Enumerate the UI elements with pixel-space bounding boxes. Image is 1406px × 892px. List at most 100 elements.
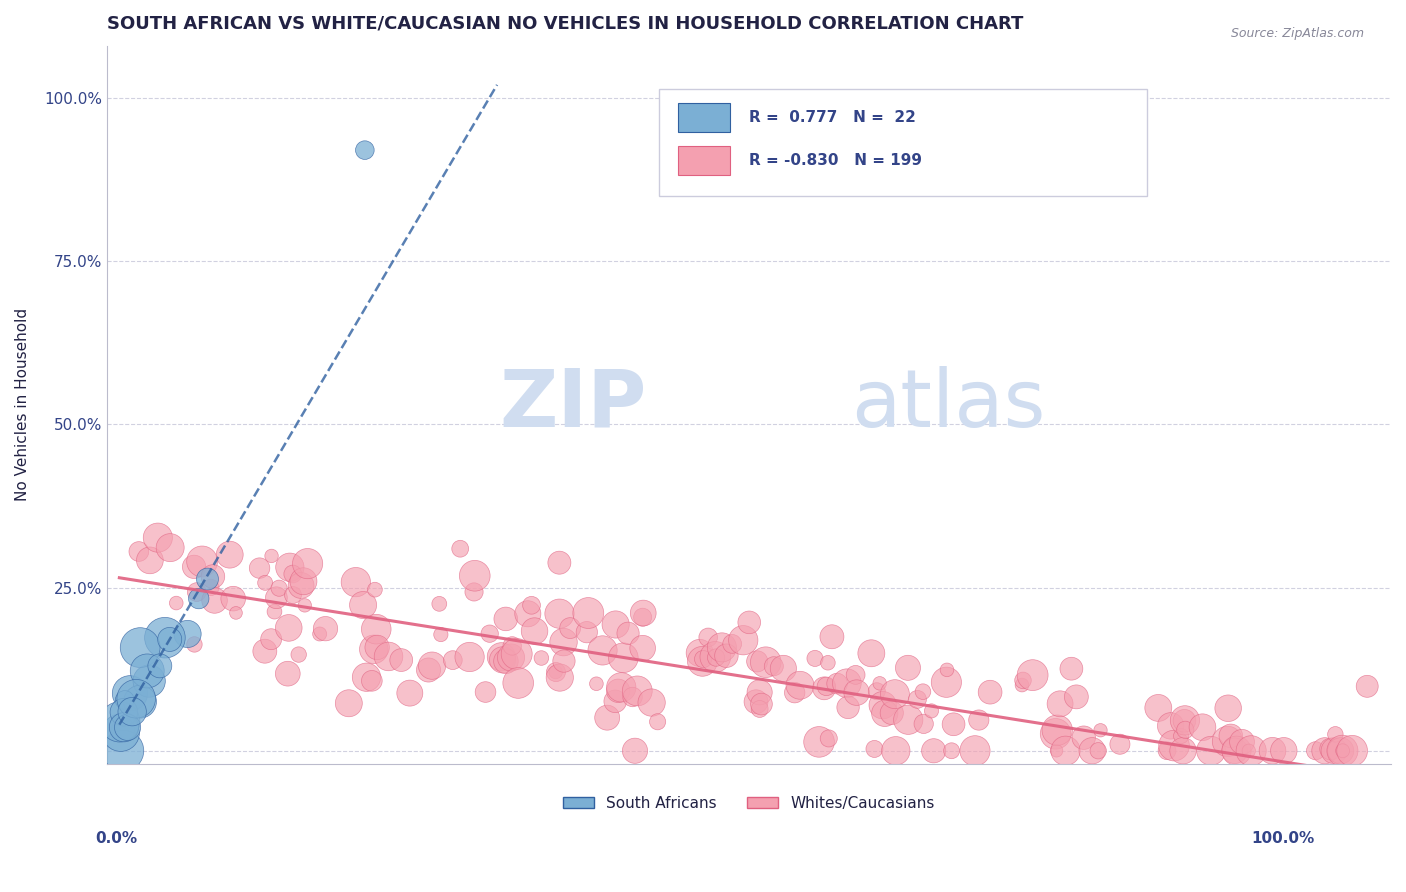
- Point: [845, 668, 868, 682]
- Point: [1225, 744, 1247, 758]
- Point: [544, 665, 567, 679]
- Text: R =  0.777   N =  22: R = 0.777 N = 22: [749, 110, 915, 125]
- Point: [267, 581, 290, 595]
- Point: [631, 610, 654, 624]
- Point: [266, 591, 288, 605]
- Point: [201, 569, 224, 583]
- Point: [692, 654, 714, 668]
- Point: [835, 676, 858, 690]
- Point: [478, 626, 501, 640]
- Point: [260, 549, 283, 563]
- Text: SOUTH AFRICAN VS WHITE/CAUCASIAN NO VEHICLES IN HOUSEHOLD CORRELATION CHART: SOUTH AFRICAN VS WHITE/CAUCASIAN NO VEHI…: [107, 15, 1024, 33]
- Point: [1313, 744, 1336, 758]
- Point: [866, 684, 889, 698]
- Point: [721, 637, 744, 651]
- Point: [922, 744, 945, 758]
- Point: [738, 615, 761, 630]
- Point: [689, 646, 711, 660]
- Point: [605, 694, 627, 708]
- Point: [463, 585, 485, 599]
- Point: [553, 635, 575, 649]
- Point: [912, 716, 935, 731]
- Point: [1319, 742, 1341, 756]
- Point: [617, 626, 640, 640]
- Point: [612, 650, 634, 665]
- Point: [1171, 744, 1194, 758]
- Point: [825, 676, 848, 690]
- Point: [697, 631, 720, 645]
- Point: [1046, 723, 1069, 738]
- Point: [1218, 701, 1240, 715]
- Point: [277, 666, 299, 681]
- Point: [129, 695, 152, 709]
- Point: [377, 649, 399, 664]
- Point: [610, 681, 633, 695]
- Point: [277, 621, 299, 635]
- Point: [186, 585, 208, 599]
- Point: [1261, 744, 1284, 758]
- Point: [222, 591, 245, 606]
- Point: [441, 653, 464, 667]
- Point: [139, 553, 162, 567]
- Point: [783, 686, 806, 700]
- Point: [621, 690, 644, 704]
- Point: [1230, 735, 1253, 749]
- Point: [128, 544, 150, 558]
- Point: [112, 720, 135, 734]
- Point: [364, 582, 387, 597]
- Point: [1066, 690, 1088, 704]
- Point: [789, 678, 811, 692]
- Text: ZIP: ZIP: [499, 366, 647, 443]
- Point: [254, 575, 277, 590]
- Point: [631, 606, 654, 620]
- Point: [149, 658, 172, 673]
- Point: [530, 651, 553, 665]
- Point: [114, 693, 136, 707]
- Point: [449, 541, 471, 556]
- Point: [337, 696, 360, 710]
- Point: [427, 597, 450, 611]
- Point: [1237, 744, 1260, 758]
- Point: [1163, 739, 1185, 753]
- Point: [129, 640, 152, 655]
- Point: [197, 572, 219, 586]
- Point: [112, 705, 135, 719]
- Point: [1305, 744, 1327, 758]
- Point: [516, 607, 538, 621]
- Point: [117, 720, 139, 734]
- Point: [260, 632, 283, 647]
- Point: [287, 648, 309, 662]
- Point: [626, 684, 648, 698]
- Point: [716, 648, 738, 663]
- Point: [1160, 719, 1182, 733]
- Point: [366, 622, 388, 636]
- Point: [505, 647, 527, 661]
- Point: [897, 713, 920, 727]
- Point: [815, 679, 838, 693]
- Point: [907, 692, 929, 706]
- Point: [576, 606, 599, 620]
- Point: [745, 695, 768, 709]
- Point: [863, 742, 886, 756]
- Text: Source: ZipAtlas.com: Source: ZipAtlas.com: [1230, 27, 1364, 40]
- Point: [640, 696, 662, 710]
- Point: [1054, 744, 1077, 758]
- Point: [200, 581, 222, 595]
- Point: [420, 658, 443, 673]
- Point: [1331, 744, 1354, 758]
- Point: [191, 554, 214, 568]
- Point: [869, 676, 891, 690]
- Point: [631, 641, 654, 656]
- Point: [560, 621, 582, 635]
- Point: [762, 659, 785, 673]
- Point: [153, 631, 176, 645]
- Point: [1355, 679, 1378, 693]
- Point: [872, 698, 894, 713]
- Point: [458, 650, 481, 665]
- Point: [911, 684, 934, 698]
- Point: [1045, 727, 1067, 741]
- Point: [112, 744, 135, 758]
- Point: [520, 599, 543, 613]
- Point: [138, 674, 160, 689]
- Point: [942, 717, 965, 731]
